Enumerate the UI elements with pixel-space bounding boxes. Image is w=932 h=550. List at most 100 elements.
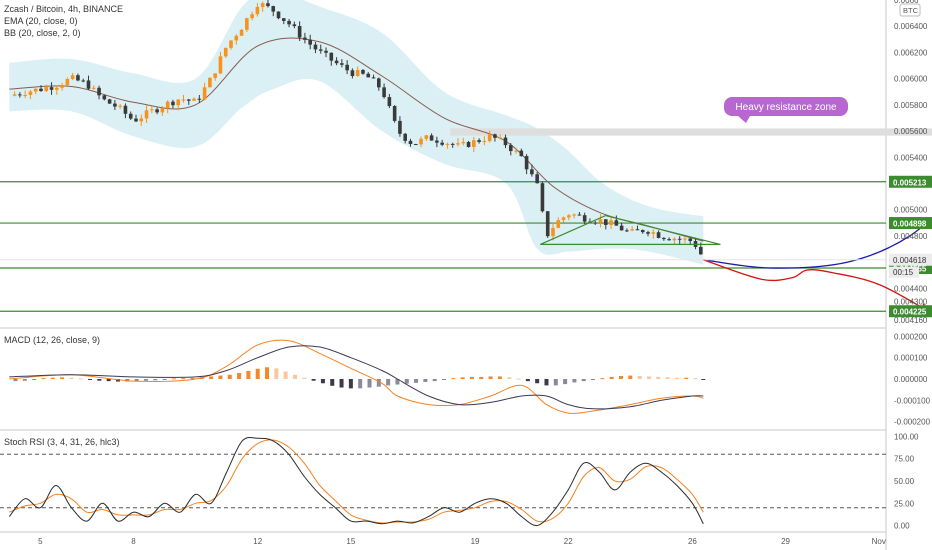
candle-body (197, 98, 202, 100)
candle-body (698, 246, 703, 255)
macd-histogram-bar (609, 376, 614, 379)
macd-histogram-bar (237, 373, 242, 379)
candle-body (186, 99, 191, 101)
stoch-axis-tick: 100.00 (894, 432, 919, 441)
candle-body (519, 150, 524, 157)
candle-body (245, 18, 249, 30)
candle-body (139, 118, 144, 122)
macd-histogram-bar (88, 379, 93, 380)
macd-histogram-bar (637, 376, 642, 379)
time-axis-tick: 5 (38, 537, 43, 546)
candle-body (646, 232, 650, 234)
macd-signal-line (9, 345, 704, 410)
price-axis-tick: 0.005000 (894, 206, 928, 215)
candle-body (276, 11, 281, 19)
candle-body (635, 229, 640, 231)
macd-histogram-bar (292, 374, 297, 379)
candle-body (49, 87, 54, 90)
price-axis-tick: 0.006400 (894, 22, 928, 31)
candle-body (593, 222, 598, 224)
macd-histogram-bar (646, 376, 651, 379)
macd-histogram-bar (525, 379, 530, 382)
stoch-axis-tick: 75.00 (894, 455, 915, 464)
currency-badge (899, 3, 921, 17)
macd-histogram-bar (60, 377, 65, 379)
price-axis-tick: 0.006000 (894, 75, 928, 84)
candle-body (97, 87, 101, 96)
candle-body (23, 94, 27, 96)
macd-histogram-bar (78, 378, 83, 380)
macd-histogram-bar (358, 379, 363, 389)
candle-body (324, 50, 328, 53)
macd-histogram-bar (591, 379, 596, 380)
macd-histogram-bar (665, 377, 670, 379)
macd-histogram-bar (701, 379, 706, 380)
candle-body (445, 143, 450, 145)
level-price-label: 0.004225 (893, 308, 927, 317)
price-axis-tick: 0.004300 (894, 297, 928, 306)
macd-histogram-bar (265, 367, 270, 379)
candle-body (118, 105, 122, 107)
candle-body (424, 135, 429, 139)
candle-body (392, 106, 397, 121)
candle-body (334, 60, 339, 64)
candle-body (503, 137, 508, 146)
candle-body (39, 88, 43, 92)
candle-body (672, 238, 677, 241)
candle-body (250, 14, 254, 19)
candle-body (255, 6, 260, 15)
last-price-label: 0.004618 (893, 256, 927, 265)
macd-histogram-bar (22, 379, 27, 381)
candle-body (508, 145, 513, 152)
macd-histogram-bar (13, 379, 18, 382)
bb-legend: BB (20, close, 2, 0) (4, 28, 81, 38)
candle-body (662, 237, 666, 240)
candle-body (113, 103, 117, 107)
currency-badge-label: BTC (903, 6, 919, 15)
candle-body (60, 85, 64, 88)
macd-histogram-bar (246, 370, 251, 379)
macd-histogram-bar (106, 379, 111, 382)
candle-body (308, 39, 312, 45)
macd-histogram-bar (218, 375, 223, 379)
macd-axis-tick: 0.000000 (894, 375, 928, 384)
forecast-bearish-path (703, 259, 929, 312)
macd-histogram-bar (97, 379, 102, 381)
candle-body (192, 98, 196, 101)
candle-body (408, 140, 413, 145)
candle-body (160, 108, 165, 113)
candle-body (556, 220, 561, 228)
candle-body (366, 73, 371, 78)
macd-histogram-bar (516, 378, 521, 380)
candle-body (625, 230, 629, 232)
callout-bubble (724, 97, 848, 116)
candle-body (651, 232, 656, 234)
stoch-legend: Stoch RSI (3, 4, 31, 26, hlc3) (4, 437, 120, 447)
macd-histogram-bar (348, 379, 353, 389)
macd-histogram-bar (572, 379, 577, 383)
macd-histogram-bar (255, 368, 260, 379)
candle-body (614, 220, 619, 226)
candle-body (435, 140, 439, 143)
candle-body (202, 87, 207, 100)
resistance-zone-band (450, 128, 932, 136)
candle-body (640, 230, 645, 233)
level-price-badge (889, 217, 932, 230)
macd-histogram-bar (162, 379, 167, 380)
time-axis-tick: 19 (471, 537, 480, 546)
candle-body (493, 134, 497, 138)
macd-histogram-bar (395, 379, 400, 385)
callout-pointer (738, 116, 750, 123)
price-axis-tick: 0.005400 (894, 153, 928, 162)
candle-body (218, 56, 223, 74)
ema-line (9, 37, 704, 242)
candle-body (487, 134, 492, 142)
macd-histogram-bar (684, 377, 689, 379)
macd-histogram-bar (469, 376, 474, 379)
candle-body (76, 75, 80, 81)
macd-legend: MACD (12, 26, close, 9) (4, 335, 100, 345)
macd-histogram-bar (283, 371, 288, 379)
macd-histogram-bar (451, 378, 456, 380)
annotation-text: Heavy resistance zone (735, 102, 837, 113)
